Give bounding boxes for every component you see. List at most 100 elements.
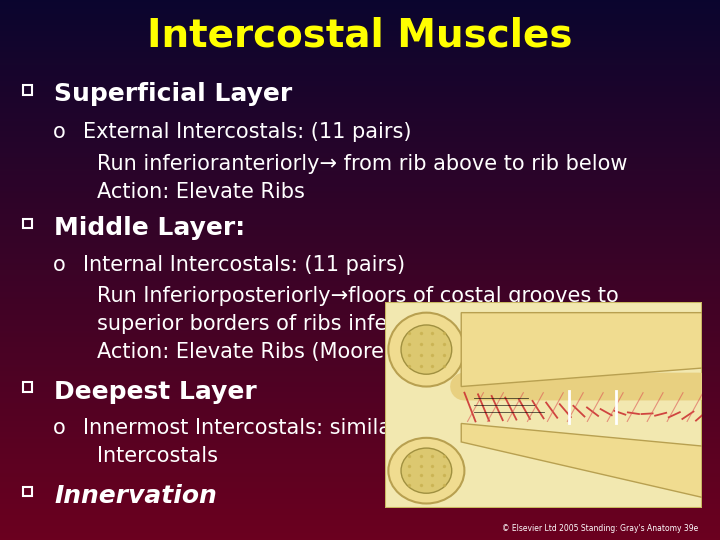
Bar [0,484,720,486]
Text: superior borders of ribs inferior to them.: superior borders of ribs inferior to the… [97,314,518,334]
Bar [0,54,720,56]
Text: Action: Elevate Ribs (Moore says depres: Action: Elevate Ribs (Moore says depres [97,342,516,362]
Bar [0,382,720,383]
Bar [0,191,720,193]
Bar [0,86,720,88]
Bar [0,218,720,220]
Bar [0,502,720,504]
Bar [0,443,720,444]
Bar [0,39,720,42]
Bar [0,340,720,342]
Bar [0,103,720,104]
Bar [0,207,720,209]
Bar [0,142,720,144]
Bar [23,382,32,392]
Bar [0,173,720,174]
Bar [0,182,720,184]
Bar [0,93,720,96]
Bar [0,355,720,356]
Bar [0,77,720,79]
Bar [0,383,720,385]
Bar [0,43,720,45]
Bar [0,22,720,23]
Bar [0,535,720,536]
Bar [0,194,720,196]
Ellipse shape [388,438,464,503]
Bar [0,205,720,207]
Bar [0,11,720,12]
Bar [23,85,32,95]
Bar [0,434,720,436]
Bar [0,285,720,286]
Bar [0,104,720,106]
Bar [0,42,720,43]
Bar [0,518,720,520]
Bar [0,405,720,407]
Bar [0,437,720,439]
Bar [0,439,720,441]
Bar [0,59,720,61]
Bar [0,409,720,410]
Bar [0,167,720,169]
Bar [0,171,720,173]
Bar [0,529,720,531]
Bar [0,474,720,475]
Bar [0,394,720,396]
Bar [0,225,720,227]
Bar [0,464,720,466]
Bar [0,416,720,417]
Bar [0,427,720,428]
Bar [0,322,720,324]
Bar [0,333,720,335]
Bar [0,414,720,416]
Bar [0,144,720,146]
Bar [0,432,720,434]
Bar [0,515,720,517]
Bar [0,166,720,167]
Bar [0,475,720,477]
Bar [0,279,720,281]
Bar [0,184,720,185]
Bar [0,241,720,243]
Bar [0,201,720,204]
Bar [0,306,720,308]
Bar [0,313,720,315]
Bar [0,139,720,140]
Bar [0,137,720,139]
Bar [0,513,720,515]
Bar [0,90,720,92]
Bar [0,272,720,274]
Bar [0,115,720,117]
Bar [0,304,720,306]
Bar [0,362,720,363]
Bar [0,214,720,216]
Bar [0,396,720,398]
Bar [0,150,720,151]
Bar [0,38,720,39]
Bar [0,189,720,191]
Bar [0,347,720,349]
Bar [0,398,720,400]
Text: Intercostals: Intercostals [97,446,218,467]
Bar [0,293,720,295]
Bar [0,536,720,538]
Bar [0,400,720,401]
Bar [0,430,720,432]
Bar [0,531,720,533]
Bar [0,463,720,464]
Bar [0,393,720,394]
Bar [0,196,720,198]
Bar [0,441,720,443]
Text: Internal Intercostals: (11 pairs): Internal Intercostals: (11 pairs) [83,254,405,275]
Bar [0,47,720,49]
Bar [0,130,720,131]
Bar [0,223,720,225]
Bar [0,374,720,376]
Bar [0,468,720,470]
Text: Middle Layer:: Middle Layer: [54,216,245,240]
Bar [0,211,720,212]
Bar [0,32,720,34]
Bar [0,481,720,482]
Bar [0,421,720,423]
Bar [0,245,720,247]
